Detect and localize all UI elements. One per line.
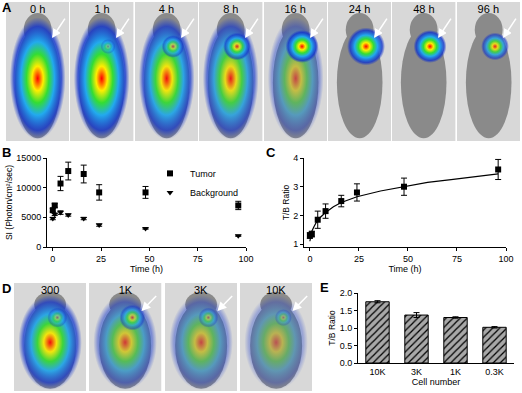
svg-text:T/B Ratio: T/B Ratio xyxy=(327,310,337,346)
svg-text:1.0: 1.0 xyxy=(340,323,353,333)
html-text:E: E xyxy=(320,280,329,295)
svg-text:100: 100 xyxy=(238,254,253,264)
svg-text:SI (Photon/cm²/sec): SI (Photon/cm²/sec) xyxy=(4,165,14,240)
html-text:96 h: 96 h xyxy=(477,3,499,15)
html-text:8 h: 8 h xyxy=(223,3,239,15)
svg-text:Tumor: Tumor xyxy=(190,169,216,179)
svg-text:1.5: 1.5 xyxy=(340,306,353,316)
svg-text:3: 3 xyxy=(293,182,298,192)
svg-text:25: 25 xyxy=(354,254,364,264)
svg-text:2.0: 2.0 xyxy=(340,288,353,298)
html-text:C: C xyxy=(266,145,276,160)
svg-text:0.0: 0.0 xyxy=(340,358,353,368)
svg-text:75: 75 xyxy=(452,254,462,264)
svg-text:25: 25 xyxy=(96,254,106,264)
svg-text:3K: 3K xyxy=(411,367,422,377)
svg-text:0: 0 xyxy=(50,254,55,264)
html-text:1K: 1K xyxy=(118,284,133,296)
svg-text:T/B Ratio: T/B Ratio xyxy=(281,185,291,221)
html-text:4 h: 4 h xyxy=(158,3,175,15)
svg-text:Background: Background xyxy=(190,188,238,198)
svg-text:10K: 10K xyxy=(369,367,385,377)
svg-text:100: 100 xyxy=(498,254,513,264)
svg-text:0: 0 xyxy=(36,242,41,252)
svg-text:50: 50 xyxy=(403,254,413,264)
html-text:48 h: 48 h xyxy=(413,3,435,15)
html-text:10K: 10K xyxy=(266,284,286,296)
html-text:300: 300 xyxy=(40,284,60,296)
svg-text:0: 0 xyxy=(307,254,312,264)
svg-text:1: 1 xyxy=(293,239,298,249)
svg-text:Time (h): Time (h) xyxy=(130,264,163,274)
svg-text:0.5: 0.5 xyxy=(340,341,353,351)
svg-text:50: 50 xyxy=(144,254,154,264)
svg-text:Time (h): Time (h) xyxy=(388,264,421,274)
html-text:B: B xyxy=(2,145,12,160)
svg-text:4: 4 xyxy=(293,153,298,163)
svg-text:Cell number: Cell number xyxy=(412,377,461,387)
html-text:3K: 3K xyxy=(193,284,208,296)
html-text:16 h: 16 h xyxy=(284,3,306,15)
html-text:24 h: 24 h xyxy=(348,3,371,15)
svg-text:0.3K: 0.3K xyxy=(485,367,504,377)
svg-text:75: 75 xyxy=(193,254,203,264)
svg-text:5000: 5000 xyxy=(21,212,41,222)
html-text:1 h: 1 h xyxy=(94,3,110,15)
svg-text:10000: 10000 xyxy=(16,183,41,193)
svg-text:2: 2 xyxy=(293,211,298,221)
svg-text:15000: 15000 xyxy=(16,153,41,163)
html-text:D: D xyxy=(2,281,12,296)
html-text:A: A xyxy=(2,0,12,15)
html-text:0 h: 0 h xyxy=(30,3,46,15)
svg-text:1K: 1K xyxy=(450,367,461,377)
